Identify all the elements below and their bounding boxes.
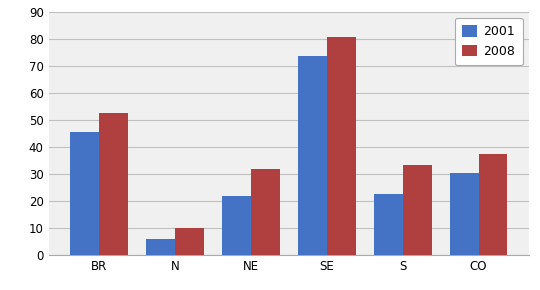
Bar xyxy=(478,154,508,255)
Bar xyxy=(374,194,403,255)
Bar xyxy=(99,113,128,255)
Bar xyxy=(298,56,327,255)
Bar xyxy=(175,228,204,255)
Bar xyxy=(251,168,280,255)
Bar xyxy=(327,37,356,255)
Bar xyxy=(450,173,478,255)
Bar xyxy=(222,196,251,255)
Bar xyxy=(403,164,431,255)
Bar xyxy=(70,132,99,255)
Legend: 2001, 2008: 2001, 2008 xyxy=(455,18,523,65)
Bar xyxy=(146,239,175,255)
